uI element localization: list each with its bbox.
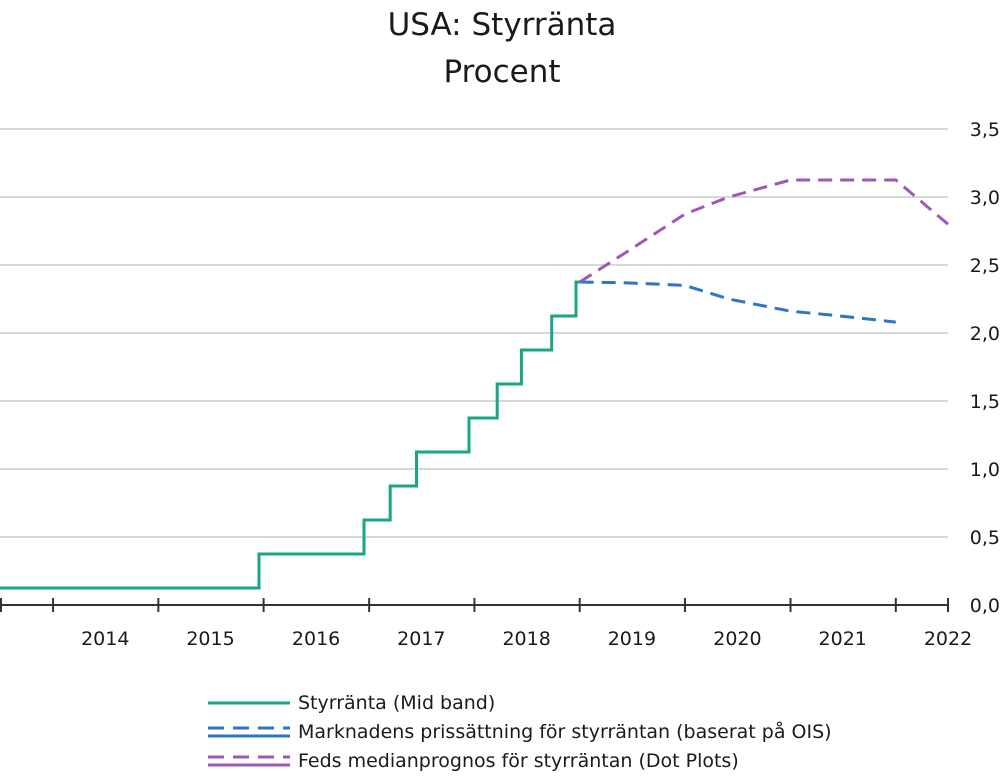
legend-item-market-pricing: Marknadens prissättning för styrräntan (…	[208, 717, 832, 746]
legend-swatch-market-pricing	[208, 726, 290, 737]
legend-swatch-fed-median	[208, 755, 290, 766]
series-line-2	[578, 178, 949, 284]
legend-label-policy-rate: Styrränta (Mid band)	[298, 691, 496, 714]
y-tick-label: 3,0	[970, 187, 1000, 209]
x-tick-label: 2016	[292, 628, 340, 650]
legend-label-market-pricing: Marknadens prissättning för styrräntan (…	[298, 720, 832, 743]
x-tick-label: 2019	[608, 628, 656, 650]
legend-swatch-policy-rate	[208, 701, 290, 704]
chart-title: USA: Styrränta	[387, 7, 617, 43]
y-tick-label: 0,0	[970, 595, 1000, 617]
x-tick-label: 2014	[81, 628, 129, 650]
y-tick-label: 2,5	[970, 255, 1000, 277]
y-tick-label: 1,5	[970, 391, 1000, 413]
x-tick-label: 2022	[924, 628, 972, 650]
x-tick-label: 2018	[502, 628, 550, 650]
legend-item-policy-rate: Styrränta (Mid band)	[208, 688, 832, 717]
legend-label-fed-median: Feds medianprognos för styrräntan (Dot P…	[298, 749, 739, 772]
y-tick-label: 0,5	[970, 527, 1000, 549]
x-tick-label: 2020	[713, 628, 761, 650]
y-tick-label: 3,5	[970, 119, 1000, 141]
x-tick-label: 2017	[397, 628, 445, 650]
y-tick-label: 2,0	[970, 323, 1000, 345]
legend-item-fed-median: Feds medianprognos för styrräntan (Dot P…	[208, 746, 832, 775]
y-tick-label: 1,0	[970, 459, 1000, 481]
chart-legend: Styrränta (Mid band) Marknadens prissätt…	[208, 688, 832, 775]
series-line-0	[0, 280, 580, 590]
x-tick-label: 2015	[186, 628, 234, 650]
series-line-1	[579, 280, 896, 324]
x-tick-label: 2021	[819, 628, 867, 650]
chart-subtitle: Procent	[443, 54, 561, 90]
